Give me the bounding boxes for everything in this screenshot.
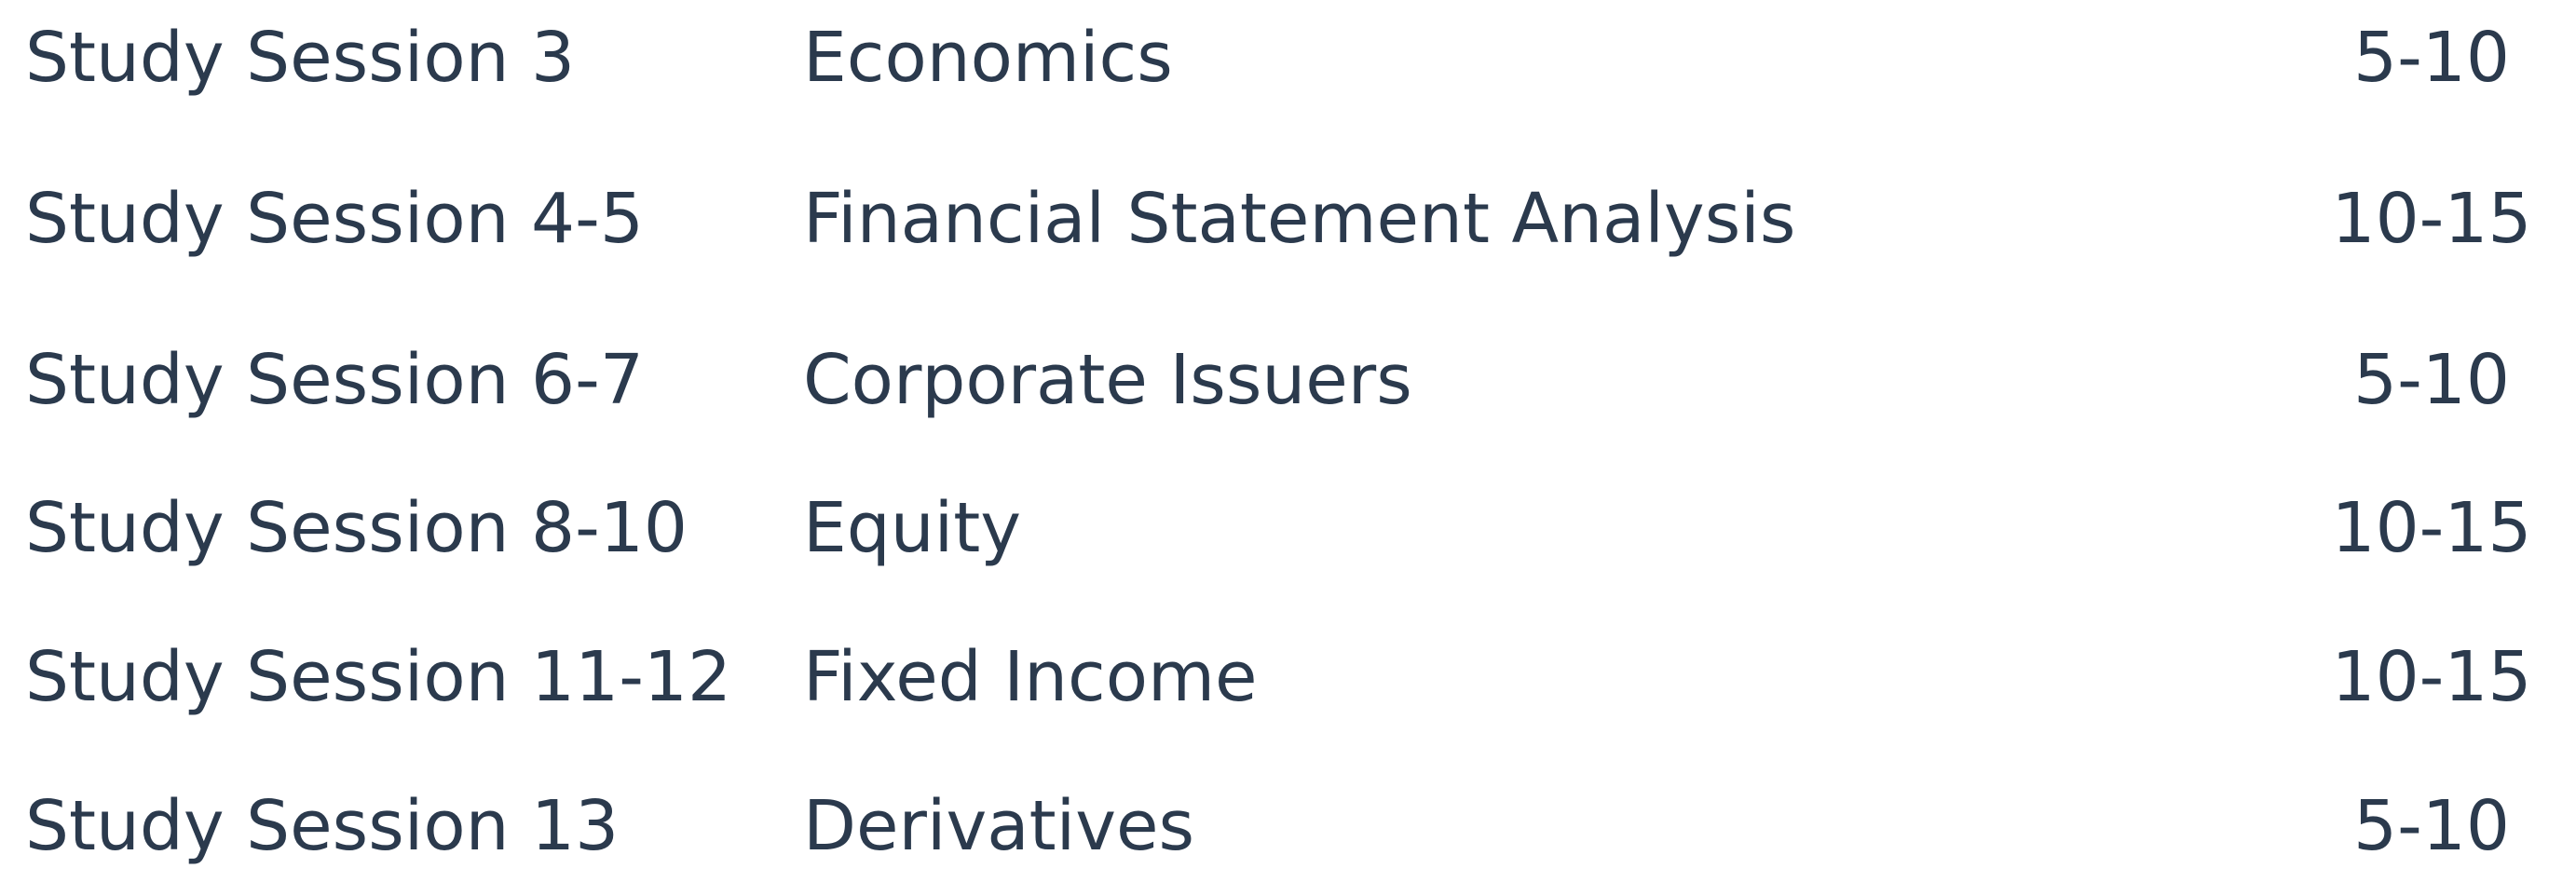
weight-cell: 10-15 [2331, 637, 2532, 717]
table-row: Study Session 11-12 Fixed Income 10-15 [0, 621, 2576, 733]
weight-cell: 10-15 [2331, 488, 2532, 568]
session-cell: Study Session 13 [25, 786, 620, 866]
table-row: Study Session 6-7 Corporate Issuers 5-10 [0, 324, 2576, 436]
table-row: Study Session 4-5 Financial Statement An… [0, 163, 2576, 275]
table-row: Study Session 3 Economics 5-10 [0, 2, 2576, 114]
topic-cell: Corporate Issuers [803, 340, 1412, 420]
topic-cell: Derivatives [803, 786, 1195, 866]
topic-cell: Equity [803, 488, 1021, 568]
topic-cell: Economics [803, 18, 1173, 98]
weight-cell: 5-10 [2353, 786, 2510, 866]
session-cell: Study Session 6-7 [25, 340, 644, 420]
table-row: Study Session 13 Derivatives 5-10 [0, 770, 2576, 882]
weight-cell: 5-10 [2353, 18, 2510, 98]
session-cell: Study Session 8-10 [25, 488, 688, 568]
topic-cell: Financial Statement Analysis [803, 179, 1796, 259]
weight-cell: 5-10 [2353, 340, 2510, 420]
weight-cell: 10-15 [2331, 179, 2532, 259]
session-cell: Study Session 3 [25, 18, 576, 98]
session-cell: Study Session 11-12 [25, 637, 732, 717]
session-cell: Study Session 4-5 [25, 179, 644, 259]
topic-cell: Fixed Income [803, 637, 1258, 717]
table-row: Study Session 8-10 Equity 10-15 [0, 472, 2576, 584]
